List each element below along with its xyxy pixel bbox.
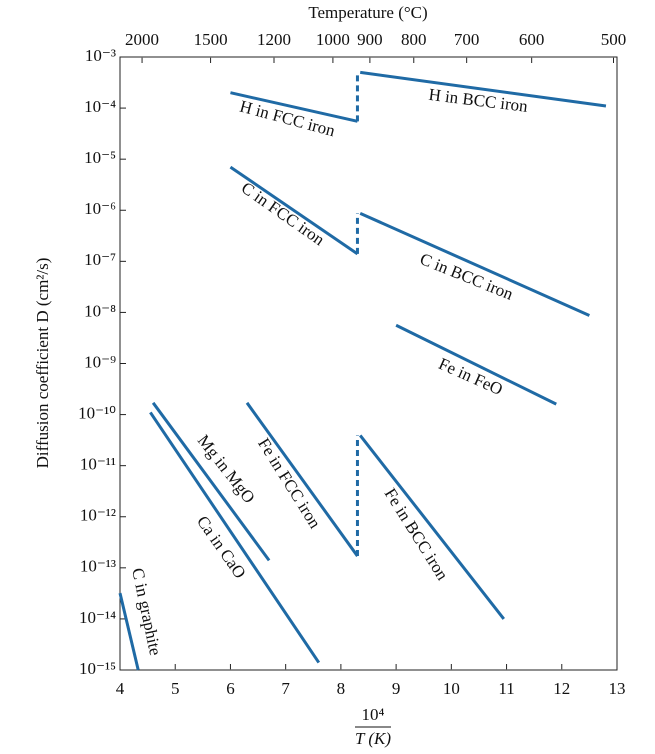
x-tick-label: 11 — [498, 679, 514, 698]
x-axis-label-denominator: T (K) — [355, 729, 391, 748]
series-line — [395, 323, 557, 406]
y-tick-label: 10⁻¹³ — [80, 557, 116, 576]
y-tick-label: 10⁻¹⁵ — [79, 659, 116, 678]
y-tick-label: 10⁻¹² — [80, 506, 116, 525]
y-tick-label: 10⁻¹⁴ — [79, 608, 116, 627]
y-tick-label: 10⁻¹¹ — [80, 455, 116, 474]
series-line — [230, 91, 358, 123]
x-tick-label: 6 — [226, 679, 235, 698]
y-tick-label: 10⁻¹⁰ — [78, 403, 116, 422]
series-line — [245, 401, 359, 557]
series-label: H in FCC iron — [238, 97, 338, 141]
x-tick-label: 13 — [609, 679, 626, 698]
x2-tick-label: 2000 — [125, 30, 159, 49]
y-axis-label: Diffusion coefficient D (cm²/s) — [33, 258, 52, 469]
series-label: C in graphite — [128, 566, 165, 657]
plot-area — [119, 56, 618, 671]
x2-tick-label: 700 — [454, 30, 480, 49]
x2-tick-label: 1500 — [194, 30, 228, 49]
series-label: Fe in BCC iron — [381, 485, 453, 584]
series-line — [118, 592, 140, 671]
x2-axis-label: Temperature (°C) — [308, 3, 427, 22]
series-label: C in FCC iron — [238, 178, 329, 249]
y-tick-label: 10⁻³ — [85, 46, 116, 65]
x2-tick-label: 800 — [401, 30, 427, 49]
x2-tick-label: 1200 — [257, 30, 291, 49]
x-tick-label: 12 — [553, 679, 570, 698]
y-tick-label: 10⁻⁶ — [84, 199, 116, 218]
y-tick-label: 10⁻⁵ — [84, 148, 116, 167]
x2-tick-label: 500 — [601, 30, 627, 49]
series-line — [360, 70, 607, 108]
x-tick-label: 7 — [281, 679, 290, 698]
x2-tick-label: 900 — [357, 30, 383, 49]
y-tick-label: 10⁻⁴ — [84, 97, 116, 116]
y-tick-label: 10⁻⁸ — [84, 301, 116, 320]
x-tick-label: 5 — [171, 679, 180, 698]
y-tick-label: 10⁻⁷ — [84, 250, 116, 269]
x-tick-label: 9 — [392, 679, 401, 698]
x-tick-label: 4 — [116, 679, 125, 698]
series-line — [359, 434, 505, 620]
x2-tick-label: 1000 — [316, 30, 350, 49]
x-tick-label: 10 — [443, 679, 460, 698]
series-line — [149, 411, 321, 664]
y-tick-label: 10⁻⁹ — [84, 352, 116, 371]
x-axis-label-numerator: 10⁴ — [362, 705, 385, 724]
x2-tick-label: 600 — [519, 30, 545, 49]
series-line — [151, 401, 271, 562]
x-tick-label: 8 — [337, 679, 346, 698]
series-line — [359, 211, 590, 317]
series-line — [229, 165, 359, 256]
